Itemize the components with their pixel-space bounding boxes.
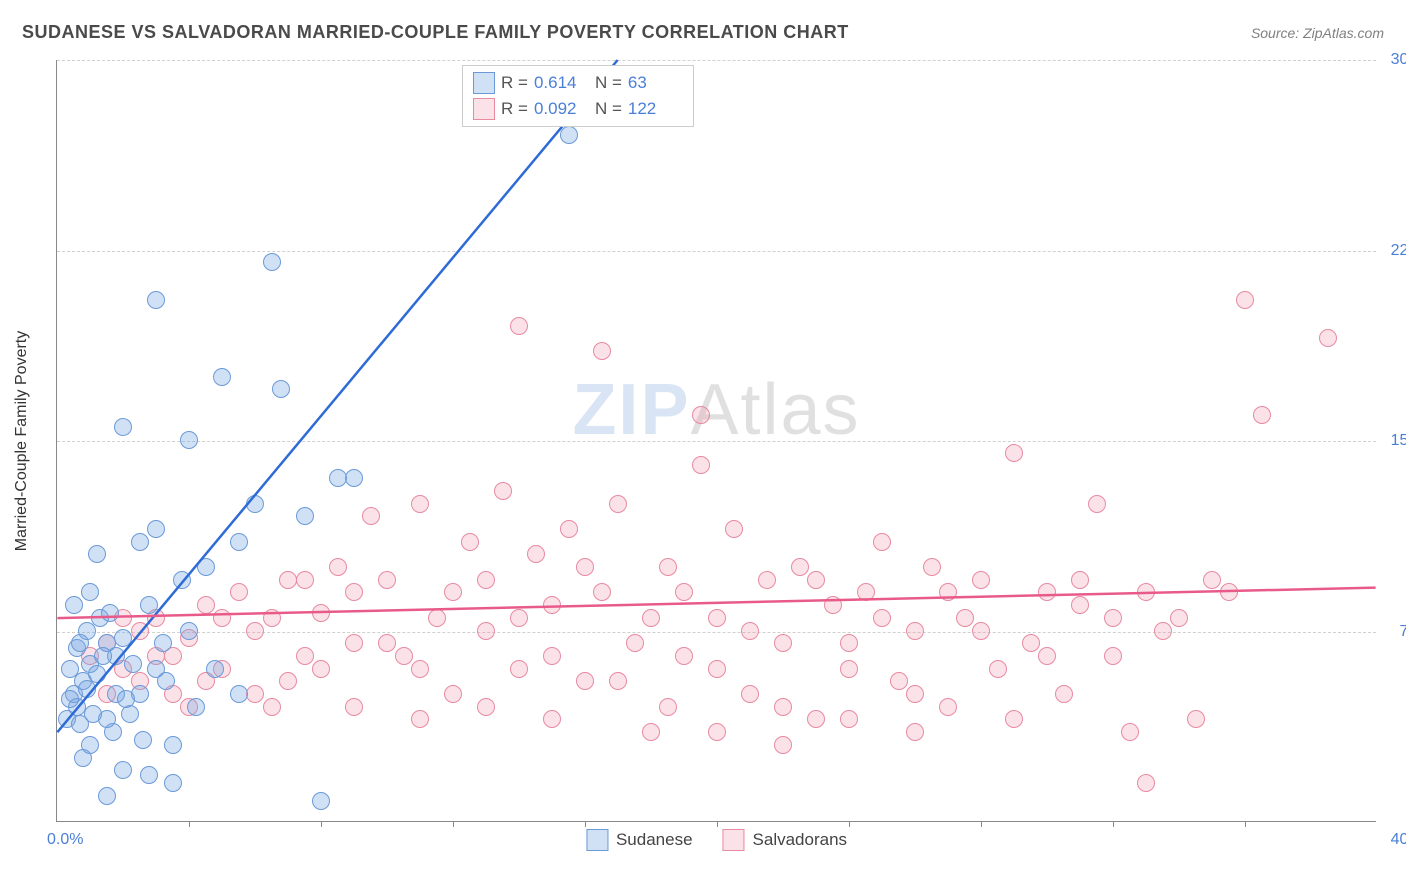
legend-item-salvadorans: Salvadorans [723,829,848,851]
stat-r-value-salvadorans: 0.092 [534,99,589,119]
legend-swatch-sudanese [586,829,608,851]
y-axis-title: Married-Couple Family Poverty [13,330,31,551]
stat-r-label: R = [501,73,528,93]
x-tick [321,821,322,827]
stats-row-sudanese: R = 0.614 N = 63 [473,70,683,96]
stat-n-value-sudanese: 63 [628,73,683,93]
legend-swatch-salvadorans [723,829,745,851]
stats-swatch-sudanese [473,72,495,94]
trend-line [57,588,1375,618]
trend-lines [57,60,1376,821]
legend-item-sudanese: Sudanese [586,829,693,851]
trend-line [57,60,617,732]
x-tick [453,821,454,827]
stat-r-value-sudanese: 0.614 [534,73,589,93]
x-tick [981,821,982,827]
y-tick-label: 15.0% [1381,432,1406,450]
stats-swatch-salvadorans [473,98,495,120]
legend: Sudanese Salvadorans [586,829,847,851]
stats-box: R = 0.614 N = 63 R = 0.092 N = 122 [462,65,694,127]
y-tick-label: 22.5% [1381,242,1406,260]
x-tick [717,821,718,827]
legend-label-sudanese: Sudanese [616,830,693,850]
stat-r-label: R = [501,99,528,119]
x-tick [849,821,850,827]
chart-header: SUDANESE VS SALVADORAN MARRIED-COUPLE FA… [22,22,1384,43]
legend-label-salvadorans: Salvadorans [753,830,848,850]
stat-n-value-salvadorans: 122 [628,99,683,119]
x-tick [585,821,586,827]
x-tick [1113,821,1114,827]
x-axis-max-label: 40.0% [1391,831,1406,849]
x-axis-min-label: 0.0% [47,831,83,849]
stat-n-label: N = [595,99,622,119]
x-tick [189,821,190,827]
chart-title: SUDANESE VS SALVADORAN MARRIED-COUPLE FA… [22,22,849,43]
stats-row-salvadorans: R = 0.092 N = 122 [473,96,683,122]
plot-area: Married-Couple Family Poverty ZIPAtlas 7… [56,60,1376,822]
x-tick [1245,821,1246,827]
source-text: Source: ZipAtlas.com [1251,25,1384,41]
stat-n-label: N = [595,73,622,93]
y-tick-label: 30.0% [1381,51,1406,69]
y-tick-label: 7.5% [1381,623,1406,641]
